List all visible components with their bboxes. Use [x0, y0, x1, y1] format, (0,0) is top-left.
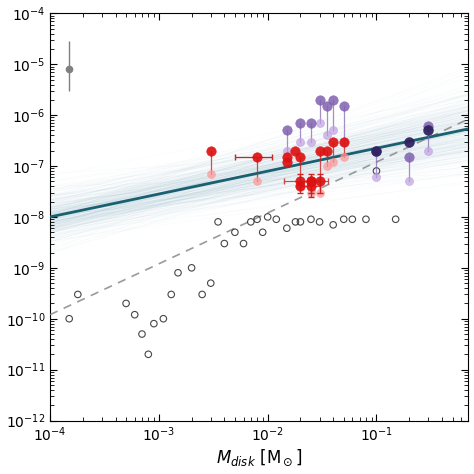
Point	[198, 291, 206, 298]
Point	[297, 178, 304, 185]
Point	[297, 138, 304, 146]
Point	[405, 138, 413, 146]
Point	[307, 189, 315, 196]
Point	[240, 240, 247, 247]
Point	[253, 153, 261, 161]
Point	[150, 320, 158, 328]
Point	[362, 216, 370, 223]
Point	[340, 138, 347, 146]
Point	[207, 147, 215, 155]
Point	[188, 264, 195, 272]
Point	[316, 119, 323, 127]
Point	[283, 127, 291, 134]
Point	[297, 153, 304, 161]
Point	[340, 102, 347, 110]
Point	[292, 218, 299, 226]
Point	[307, 216, 315, 223]
Point	[329, 96, 337, 104]
Point	[329, 138, 337, 146]
Point	[167, 291, 175, 298]
Point	[373, 173, 380, 181]
X-axis label: $M_{disk}$ [M$_\odot$]: $M_{disk}$ [M$_\odot$]	[216, 448, 302, 468]
Point	[207, 170, 215, 178]
Point	[283, 147, 291, 155]
Point	[316, 96, 323, 104]
Point	[425, 127, 432, 134]
Point	[373, 147, 380, 155]
Point	[323, 132, 331, 139]
Point	[340, 153, 347, 161]
Point	[297, 119, 304, 127]
Point	[292, 147, 299, 155]
Point	[307, 119, 315, 127]
Point	[307, 178, 315, 185]
Point	[392, 216, 400, 223]
Point	[253, 178, 261, 185]
Point	[231, 228, 239, 236]
Point	[323, 102, 331, 110]
Point	[264, 213, 272, 221]
Point	[425, 123, 432, 130]
Point	[297, 182, 304, 190]
Point	[348, 216, 356, 223]
Point	[405, 153, 413, 161]
Point	[65, 315, 73, 322]
Point	[316, 189, 323, 196]
Point	[405, 178, 413, 185]
Point	[329, 221, 337, 228]
Point	[425, 147, 432, 155]
Point	[340, 216, 347, 223]
Point	[316, 147, 323, 155]
Point	[329, 127, 337, 134]
Point	[74, 291, 82, 298]
Point	[307, 178, 315, 185]
Point	[207, 279, 215, 287]
Point	[316, 218, 323, 226]
Point	[283, 153, 291, 161]
Point	[373, 167, 380, 175]
Point	[329, 158, 337, 166]
Point	[131, 311, 138, 319]
Point	[283, 224, 291, 232]
Point	[273, 216, 280, 223]
Point	[283, 158, 291, 166]
Point	[340, 138, 347, 146]
Point	[297, 218, 304, 226]
Point	[323, 162, 331, 170]
Point	[307, 182, 315, 190]
Point	[323, 147, 331, 155]
Point	[122, 300, 130, 307]
Point	[373, 147, 380, 155]
Point	[316, 178, 323, 185]
Point	[138, 330, 146, 338]
Point	[247, 218, 255, 226]
Point	[220, 240, 228, 247]
Point	[214, 218, 222, 226]
Point	[145, 350, 152, 358]
Point	[297, 182, 304, 190]
Point	[174, 269, 182, 276]
Point	[259, 228, 266, 236]
Point	[253, 216, 261, 223]
Point	[160, 315, 167, 322]
Point	[307, 138, 315, 146]
